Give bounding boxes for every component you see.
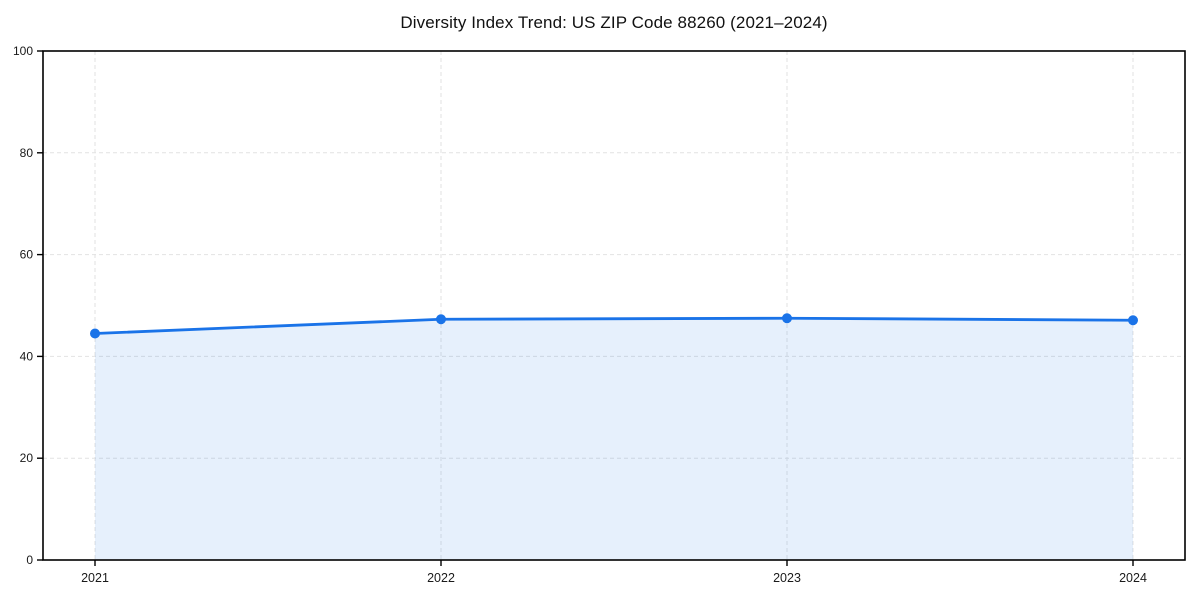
area-fill xyxy=(95,318,1133,560)
y-tick-label-80: 80 xyxy=(20,146,34,160)
x-tick-label-2024: 2024 xyxy=(1119,571,1147,585)
y-tick-label-100: 100 xyxy=(13,44,33,58)
data-point-2022[interactable] xyxy=(436,314,446,325)
data-point-2024[interactable] xyxy=(1128,315,1138,326)
x-tick-label-2023: 2023 xyxy=(773,571,801,585)
y-tick-label-20: 20 xyxy=(20,451,34,465)
data-point-2021[interactable] xyxy=(90,328,100,339)
y-tick-label-60: 60 xyxy=(20,248,34,262)
x-tick-label-2022: 2022 xyxy=(427,571,455,585)
data-point-2023[interactable] xyxy=(782,313,792,324)
x-tick-label-2021: 2021 xyxy=(81,571,109,585)
trend-line xyxy=(93,316,1135,335)
plot-border xyxy=(42,50,1186,561)
y-tick-label-40: 40 xyxy=(20,349,34,363)
y-tick-label-0: 0 xyxy=(26,553,33,567)
chart-title: Diversity Index Trend: US ZIP Code 88260… xyxy=(400,13,828,32)
